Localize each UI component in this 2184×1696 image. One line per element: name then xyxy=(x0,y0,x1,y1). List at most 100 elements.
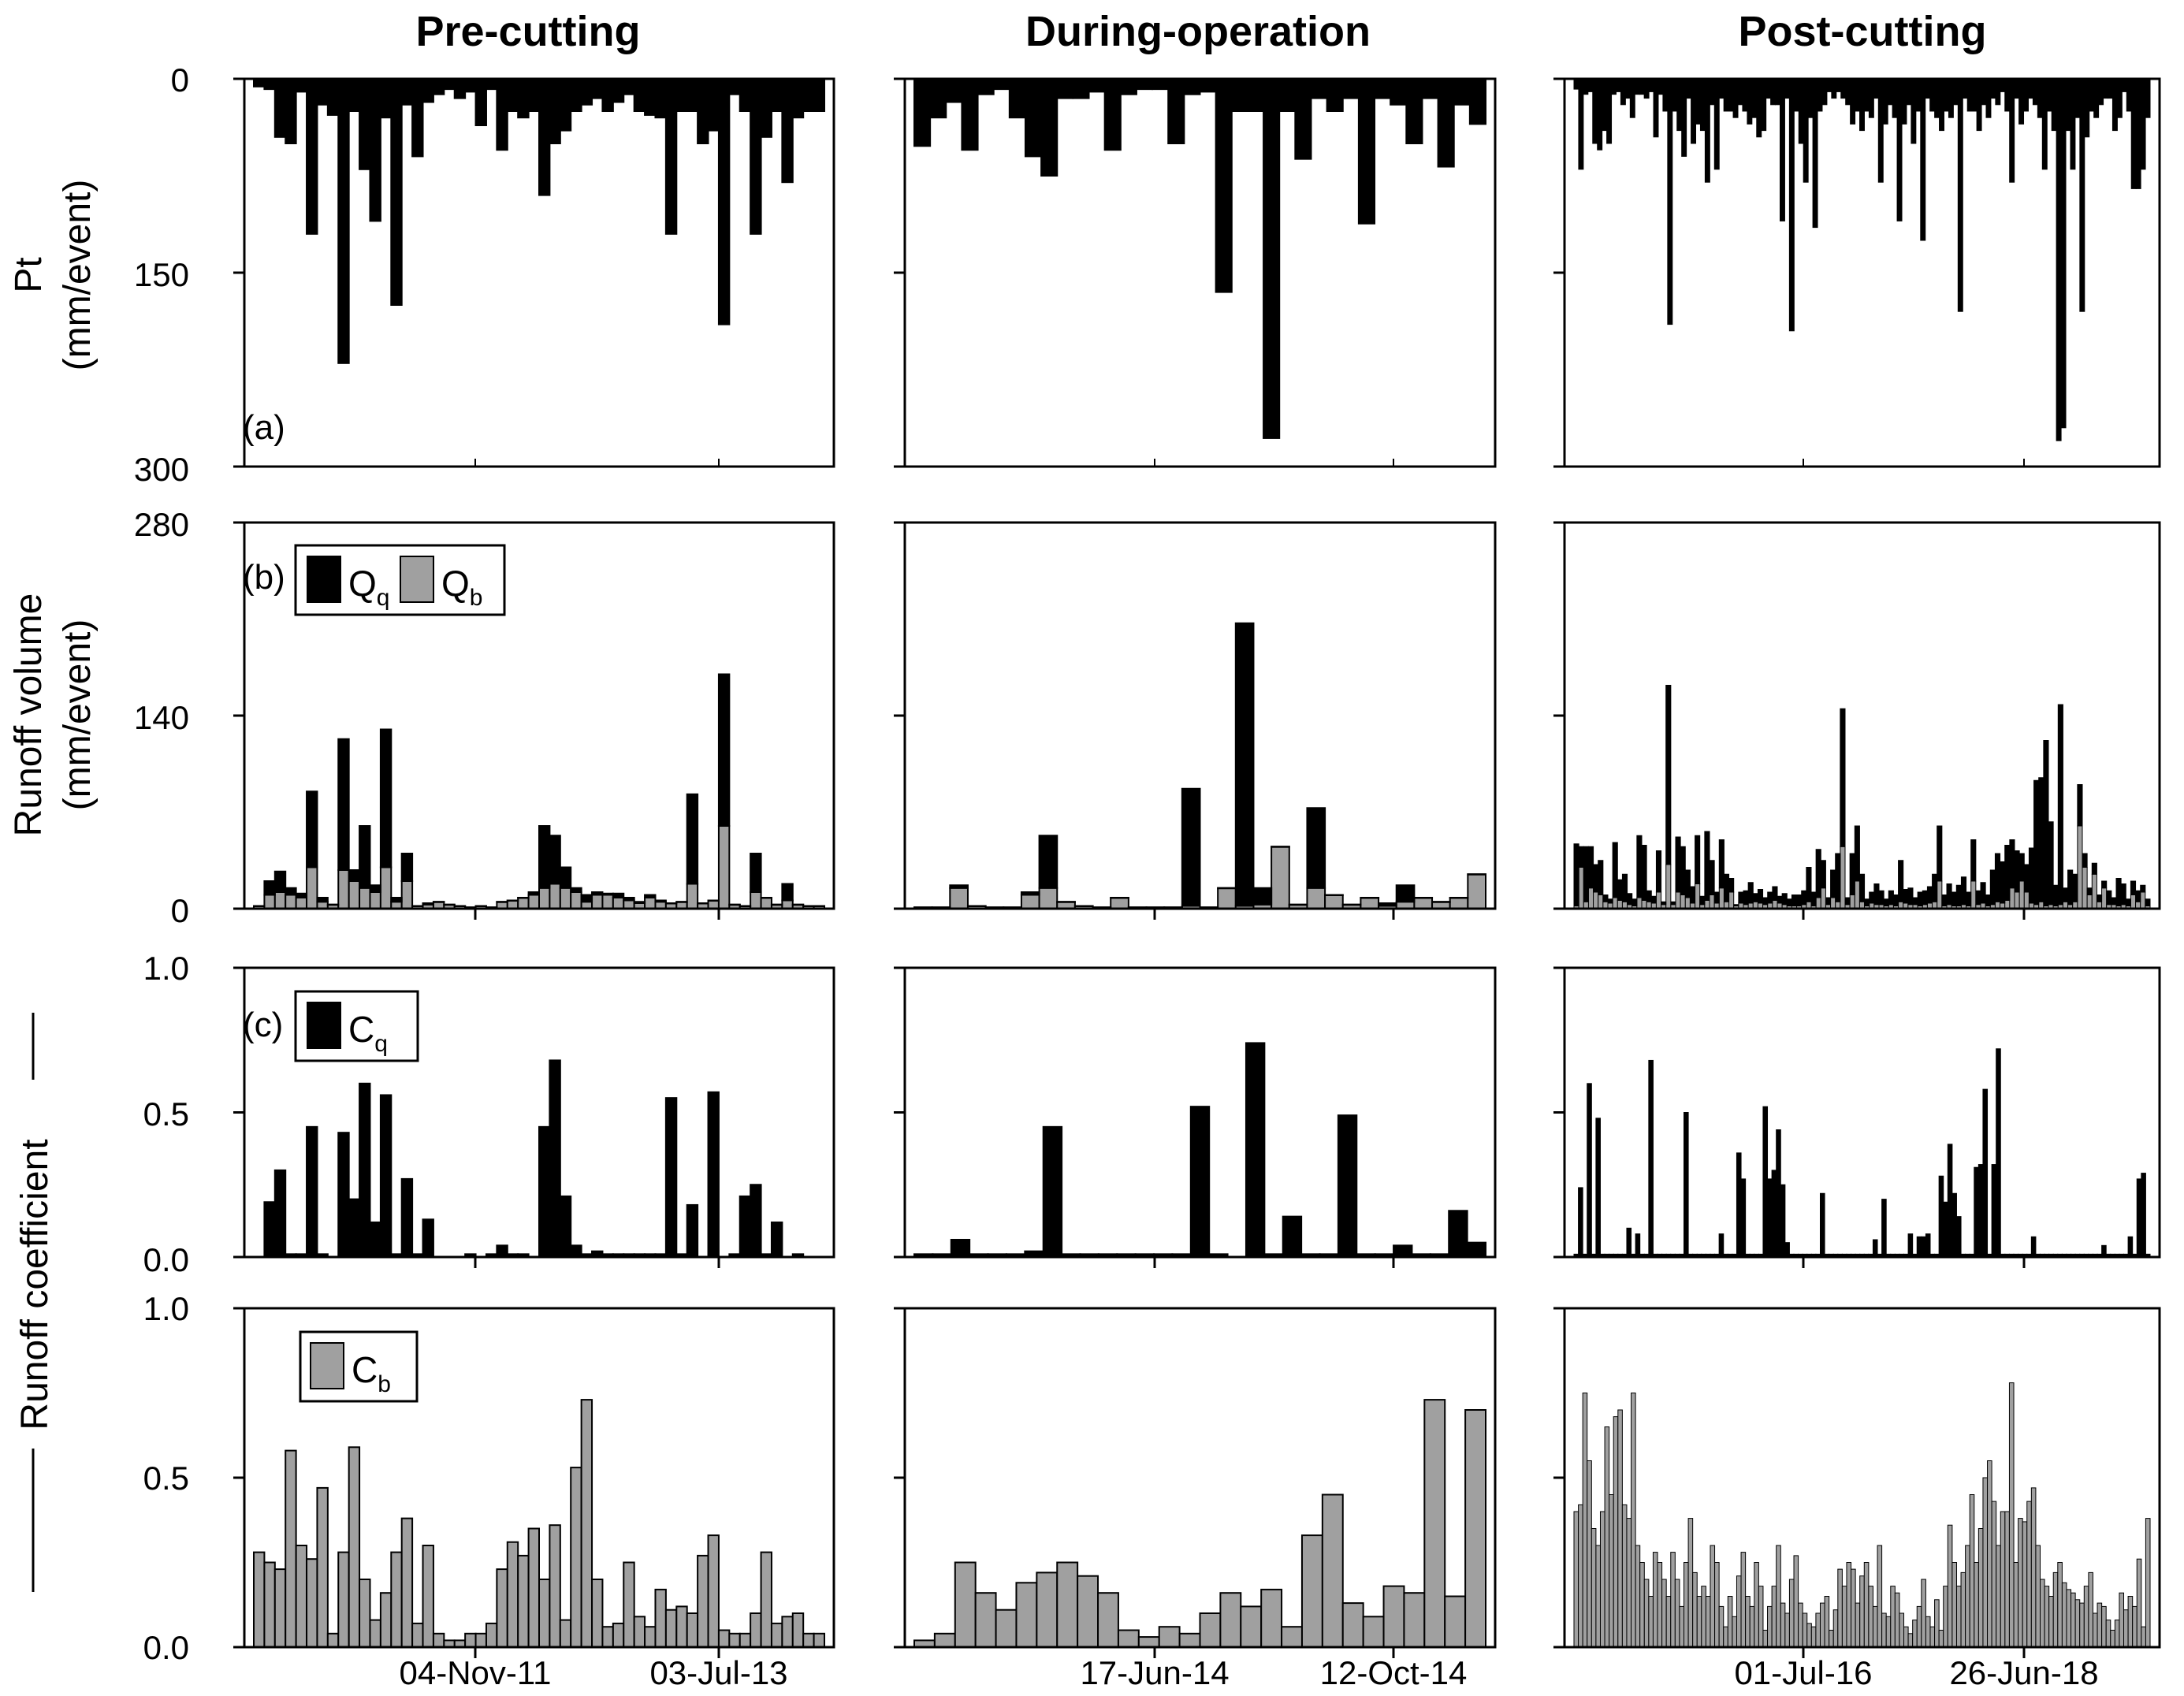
bar-qb-1-44 xyxy=(717,825,731,909)
bar-qq-2-31 xyxy=(1467,873,1486,876)
bar-pt-1-51 xyxy=(791,78,805,119)
bar-pt-1-47 xyxy=(750,78,762,235)
bar-qb-1-41 xyxy=(686,883,699,909)
bar-pt-3-65 xyxy=(1877,78,1884,183)
bar-qq-2-17 xyxy=(1217,887,1237,890)
bar-qq-1-44 xyxy=(717,673,731,827)
bar-cq-3-44 xyxy=(1767,1178,1773,1258)
bar-pt-3-53 xyxy=(1821,78,1828,106)
bar-qb-2-23 xyxy=(1324,894,1344,909)
bar-qq-3-25 xyxy=(1695,835,1701,884)
bar-qq-1-33 xyxy=(601,892,614,896)
bar-qq-1-50 xyxy=(781,883,794,902)
bar-cq-1-41 xyxy=(686,1203,699,1258)
bar-pt-3-86 xyxy=(1976,78,1982,132)
bar-cb-3-50 xyxy=(1793,1555,1799,1648)
bar-cb-2-19 xyxy=(1300,1534,1323,1648)
bar-qq-3-37 xyxy=(1752,893,1758,902)
bar-pt-1-24 xyxy=(506,78,519,112)
bar-cb-3-104 xyxy=(2030,1487,2037,1648)
legend-c: Cq xyxy=(294,990,419,1062)
bar-cb-3-24 xyxy=(1679,1605,1684,1648)
bar-qb-1-8 xyxy=(337,869,350,909)
bar-pt-3-116 xyxy=(2116,78,2123,118)
bar-qq-1-16 xyxy=(422,902,434,906)
bar-qb-3-107 xyxy=(2091,873,2097,909)
bar-cq-2-23 xyxy=(1337,1114,1358,1259)
bar-pt-1-50 xyxy=(781,78,794,184)
bar-pt-3-36 xyxy=(1742,78,1748,112)
bar-pt-3-79 xyxy=(1944,78,1949,112)
bar-cb-3-116 xyxy=(2083,1586,2089,1648)
bar-qq-3-83 xyxy=(1975,890,1981,906)
bar-qb-3-25 xyxy=(1695,883,1701,909)
bar-cq-1-16 xyxy=(422,1218,434,1259)
panel-frame-b-3 xyxy=(1563,521,2161,910)
bar-pt-3-30 xyxy=(1713,78,1720,170)
bar-qq-3-42 xyxy=(1777,895,1783,904)
bar-qq-1-8 xyxy=(337,738,350,871)
column-title-during-operation: During-operation xyxy=(1025,8,1371,55)
tick-label-c-1: 1.0 xyxy=(143,950,189,987)
bar-cb-1-5 xyxy=(306,1558,318,1648)
bar-cq-3-46 xyxy=(1776,1129,1781,1258)
bar-cb-2-20 xyxy=(1321,1493,1344,1648)
bar-qb-1-9 xyxy=(348,880,361,909)
bar-cb-3-27 xyxy=(1692,1571,1698,1648)
bar-qq-3-48 xyxy=(1806,867,1812,902)
bar-cb-3-58 xyxy=(1829,1630,1834,1648)
bar-qb-1-32 xyxy=(591,894,604,909)
bar-cb-3-28 xyxy=(1696,1596,1702,1648)
bar-cb-3-81 xyxy=(1929,1626,1936,1648)
bar-cb-3-69 xyxy=(1877,1545,1883,1648)
bar-cb-3-61 xyxy=(1841,1586,1847,1648)
bar-qq-3-109 xyxy=(2101,880,2108,889)
bar-cb-1-9 xyxy=(348,1446,361,1649)
bar-pt-1-43 xyxy=(707,78,720,132)
bar-cb-3-125 xyxy=(2123,1609,2129,1648)
bar-pt-1-13 xyxy=(390,78,403,306)
bar-qb-3-13 xyxy=(1636,897,1643,909)
bar-pt-3-72 xyxy=(1911,78,1917,144)
bar-qq-3-72 xyxy=(1922,890,1928,906)
bar-qq-3-103 xyxy=(2072,873,2078,902)
bar-cb-3-90 xyxy=(1969,1494,1975,1648)
bar-cb-2-8 xyxy=(1077,1575,1099,1648)
date-tick-label: 17-Jun-14 xyxy=(1080,1654,1229,1691)
bar-qq-3-52 xyxy=(1825,897,1832,906)
bar-qb-3-23 xyxy=(1684,897,1691,909)
bar-pt-2-15 xyxy=(1152,78,1170,91)
bar-qb-1-30 xyxy=(570,891,582,909)
bar-cb-2-24 xyxy=(1403,1592,1426,1648)
bar-cq-1-8 xyxy=(337,1132,350,1258)
bar-cb-3-59 xyxy=(1832,1609,1839,1648)
bar-qq-3-46 xyxy=(1796,894,1803,906)
bar-qq-2-21 xyxy=(1288,903,1308,906)
bar-cq-1-28 xyxy=(549,1059,561,1258)
bar-pt-2-5 xyxy=(992,78,1010,91)
bar-qq-3-38 xyxy=(1757,889,1764,904)
bar-qq-3-77 xyxy=(1946,883,1952,906)
bar-pt-3-23 xyxy=(1681,78,1687,157)
bar-qb-1-27 xyxy=(538,887,551,909)
bar-qq-1-39 xyxy=(664,902,678,905)
bar-cb-2-26 xyxy=(1444,1595,1467,1648)
bar-cb-3-130 xyxy=(2145,1518,2151,1648)
bar-qq-3-93 xyxy=(2023,864,2030,893)
bar-qq-1-9 xyxy=(348,869,361,882)
bar-pt-3-13 xyxy=(1634,78,1640,95)
bar-pt-3-4 xyxy=(1592,78,1598,144)
bar-pt-1-25 xyxy=(517,78,530,119)
legend-qb-main: Q xyxy=(441,563,470,604)
bar-pt-1-4 xyxy=(295,78,308,93)
bar-pt-1-5 xyxy=(306,78,318,235)
bar-cb-3-79 xyxy=(1921,1579,1926,1648)
bar-pt-3-98 xyxy=(2032,78,2038,106)
bar-cb-1-12 xyxy=(379,1592,393,1648)
bar-cb-3-9 xyxy=(1613,1416,1619,1648)
bar-pt-3-16 xyxy=(1648,78,1654,92)
bar-qq-1-14 xyxy=(400,853,414,882)
bar-cb-2-2 xyxy=(954,1561,977,1648)
bar-qb-1-11 xyxy=(369,891,381,909)
bar-qq-3-114 xyxy=(2125,898,2131,906)
